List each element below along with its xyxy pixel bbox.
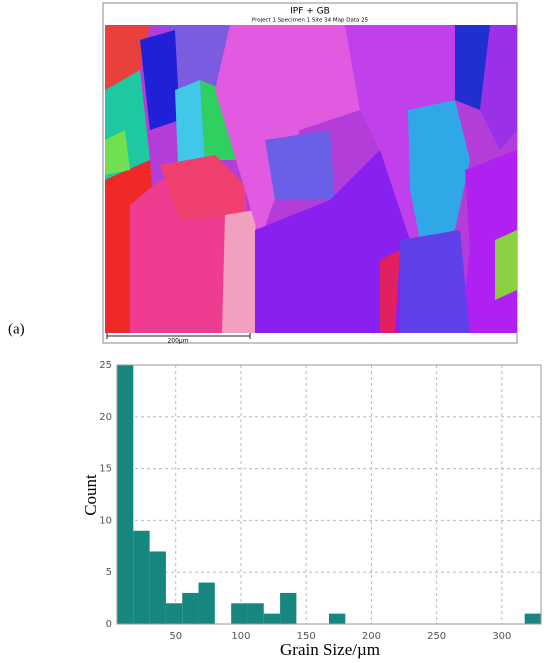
y-axis-title: Count (81, 474, 100, 516)
y-tick-label: 5 (106, 567, 112, 578)
x-tick-label: 50 (169, 631, 182, 642)
panel-label: (a) (8, 321, 25, 337)
scale-bar-label: 200µm (167, 338, 188, 345)
bar (524, 613, 541, 624)
plot-border (116, 364, 542, 625)
bar (133, 530, 150, 624)
x-tick-label: 300 (492, 631, 511, 642)
bar (198, 582, 215, 624)
bar (247, 603, 264, 624)
x-tick-label: 100 (231, 631, 250, 642)
x-tick-label: 250 (427, 631, 446, 642)
bar (182, 592, 199, 624)
x-tick-label: 150 (297, 631, 316, 642)
histogram: Count Grain Size/µm (81, 474, 380, 659)
y-tick-label: 0 (106, 619, 112, 630)
bar (263, 613, 281, 624)
bar (231, 603, 248, 624)
bar (165, 603, 183, 624)
y-tick-label: 25 (99, 360, 112, 371)
ebsd-map-panel: IPF + GB Project 1 Specimen 1 Site 34 Ma… (102, 2, 518, 345)
plot-area (116, 364, 542, 625)
ebsd-map (105, 25, 517, 333)
bar (329, 613, 346, 624)
bar (280, 592, 297, 624)
bar (149, 551, 166, 624)
map-subtitle: Project 1 Specimen 1 Site 34 Map Data 25 (252, 18, 369, 24)
bar (117, 365, 134, 624)
y-tick-label: 10 (99, 515, 112, 526)
x-axis-title: Grain Size/µm (280, 640, 380, 659)
y-tick-label: 15 (99, 464, 112, 475)
x-tick-label: 200 (362, 631, 381, 642)
y-tick-label: 20 (99, 412, 112, 423)
map-title: IPF + GB (290, 7, 330, 17)
